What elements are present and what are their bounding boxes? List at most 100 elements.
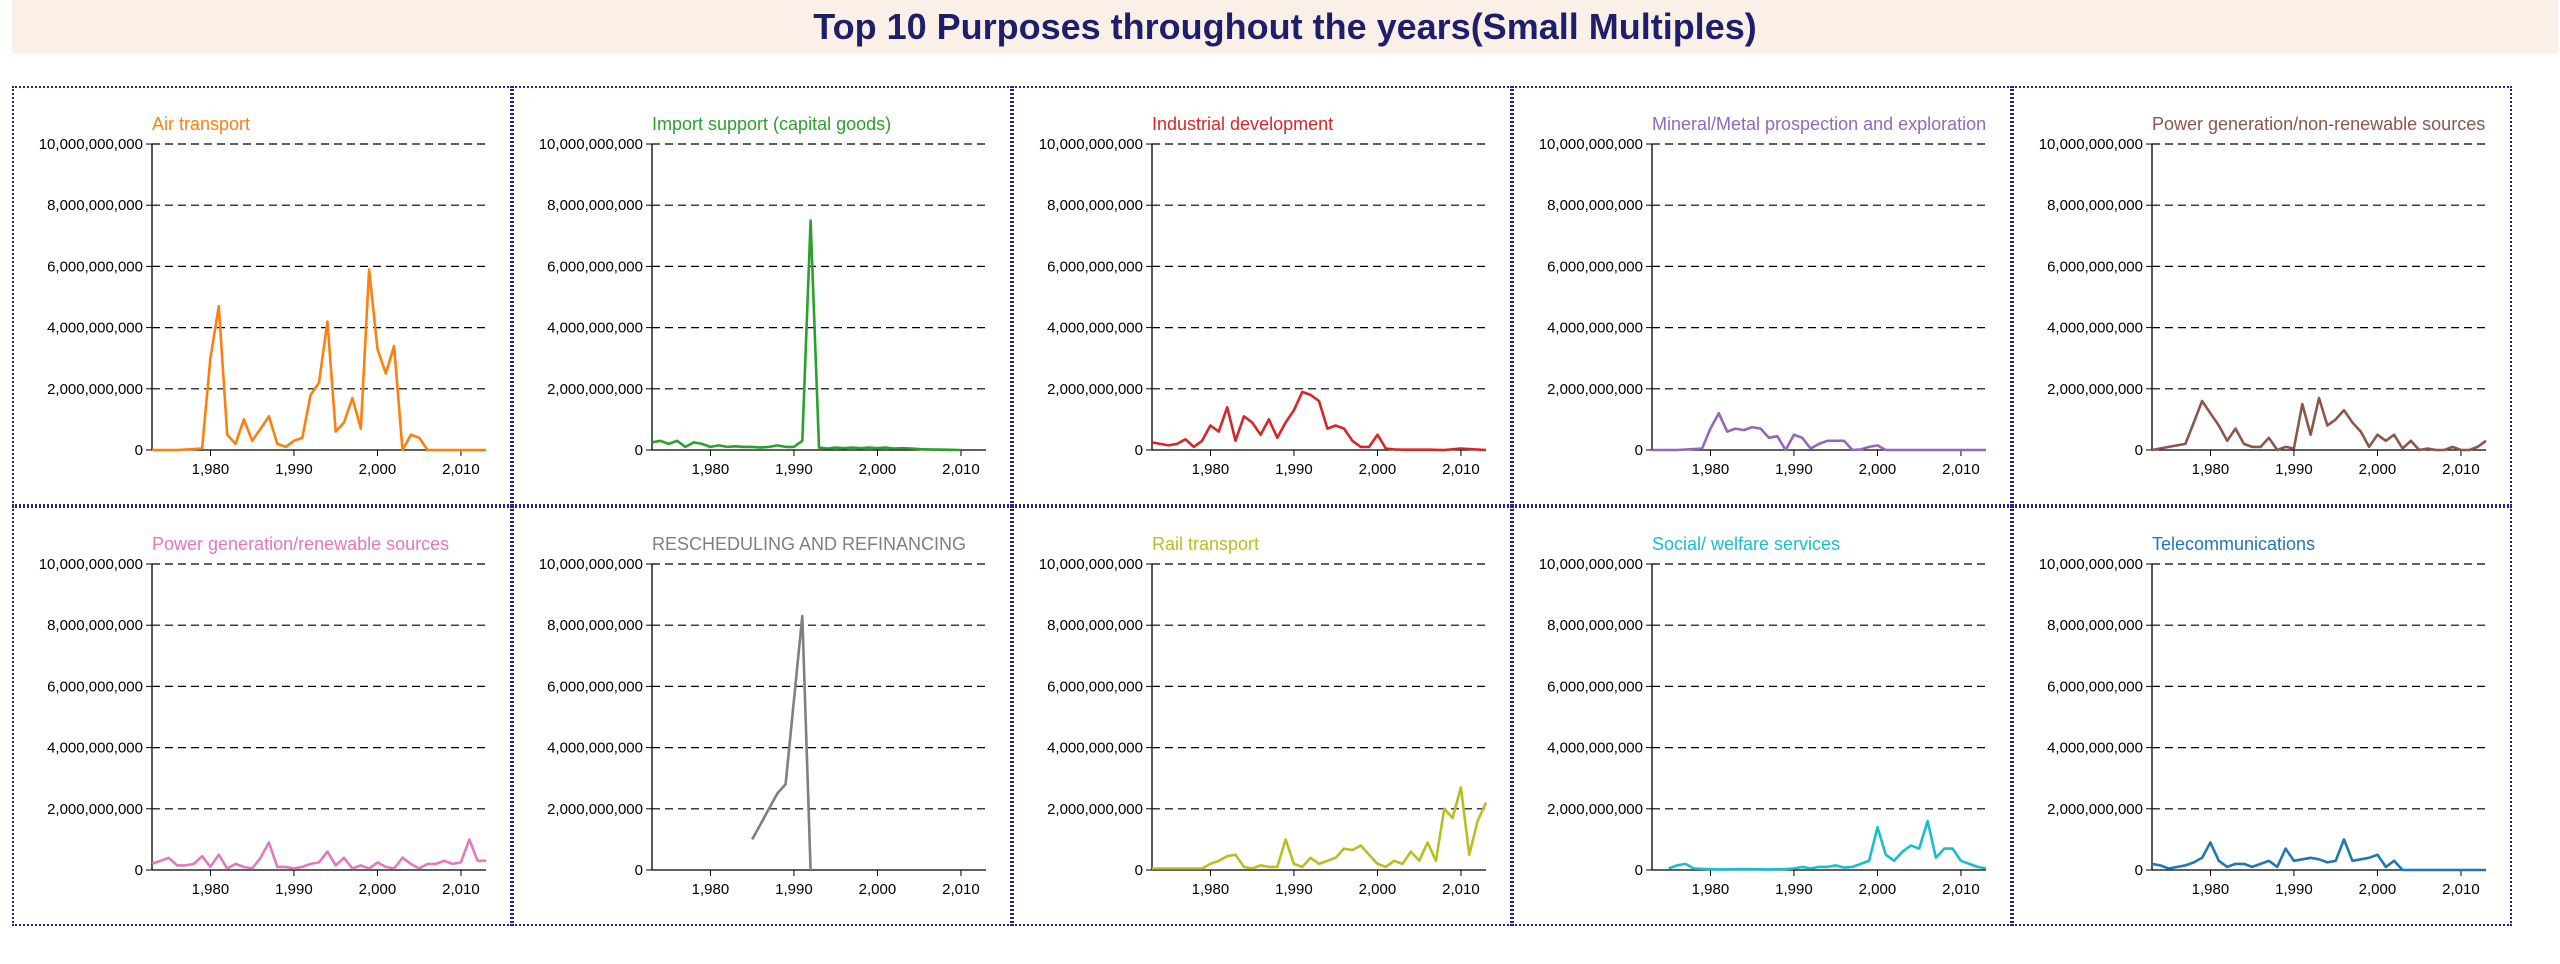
y-tick-label: 10,000,000,000 xyxy=(539,556,643,573)
x-tick-label: 1,990 xyxy=(1775,461,1813,478)
chart-svg: 0 2,000,000,000 4,000,000,000 6,000,000,000… xyxy=(39,114,486,478)
y-tick-label: 8,000,000,000 xyxy=(1047,197,1143,214)
y-tick-label: 8,000,000,000 xyxy=(47,197,143,214)
series-line xyxy=(1152,786,1488,870)
y-tick-label: 4,000,000,000 xyxy=(1047,740,1143,757)
y-tick-label: 0 xyxy=(2135,442,2143,459)
chart-panel: 0 2,000,000,000 4,000,000,000 6,000,000,000… xyxy=(1012,506,1512,926)
x-tick-label: 2,010 xyxy=(442,881,480,898)
x-tick-label: 1,980 xyxy=(192,461,230,478)
x-tick-label: 2,010 xyxy=(1442,461,1480,478)
y-tick-label: 0 xyxy=(135,442,143,459)
y-tick-label: 4,000,000,000 xyxy=(547,740,643,757)
panel-title: Telecommunications xyxy=(2152,534,2315,554)
y-tick-label: 4,000,000,000 xyxy=(2047,740,2143,757)
chart-svg: 0 2,000,000,000 4,000,000,000 6,000,000,000… xyxy=(2039,534,2486,898)
y-tick-label: 2,000,000,000 xyxy=(47,381,143,398)
y-tick-label: 2,000,000,000 xyxy=(1047,381,1143,398)
y-tick-label: 6,000,000,000 xyxy=(547,258,643,275)
y-tick-label: 2,000,000,000 xyxy=(547,381,643,398)
series-line xyxy=(1668,819,1987,871)
series-line xyxy=(1652,411,1986,452)
panel-title: Rail transport xyxy=(1152,534,1259,554)
y-tick-label: 10,000,000,000 xyxy=(1539,556,1643,573)
y-tick-label: 6,000,000,000 xyxy=(1547,258,1643,275)
x-tick-label: 2,010 xyxy=(442,461,480,478)
x-tick-label: 1,980 xyxy=(1192,461,1230,478)
y-tick-label: 10,000,000,000 xyxy=(2039,556,2143,573)
x-tick-label: 2,000 xyxy=(859,881,897,898)
series-line xyxy=(2151,396,2487,452)
y-tick-label: 10,000,000,000 xyxy=(1039,556,1143,573)
y-tick-label: 6,000,000,000 xyxy=(2047,678,2143,695)
x-tick-label: 1,990 xyxy=(275,461,313,478)
x-tick-label: 1,990 xyxy=(775,881,813,898)
y-tick-label: 6,000,000,000 xyxy=(47,678,143,695)
panel-title: Power generation/non-renewable sources xyxy=(2152,114,2485,134)
chart-svg: 0 2,000,000,000 4,000,000,000 6,000,000,000… xyxy=(2039,114,2487,478)
x-tick-label: 1,980 xyxy=(1692,881,1730,898)
y-tick-label: 2,000,000,000 xyxy=(47,801,143,818)
x-tick-label: 2,000 xyxy=(2359,881,2397,898)
chart-panel: 0 2,000,000,000 4,000,000,000 6,000,000,000… xyxy=(2012,86,2512,506)
x-tick-label: 1,980 xyxy=(692,461,730,478)
panel-title: Power generation/renewable sources xyxy=(152,534,449,554)
small-multiples-grid: 0 2,000,000,000 4,000,000,000 6,000,000,000… xyxy=(12,86,2512,926)
y-tick-label: 6,000,000,000 xyxy=(1547,678,1643,695)
x-tick-label: 1,990 xyxy=(1275,461,1313,478)
series-line xyxy=(651,219,961,452)
y-tick-label: 0 xyxy=(1635,442,1643,459)
x-tick-label: 1,990 xyxy=(2275,881,2313,898)
y-tick-label: 0 xyxy=(2135,862,2143,879)
chart-svg: 0 2,000,000,000 4,000,000,000 6,000,000,000… xyxy=(539,114,986,478)
y-tick-label: 0 xyxy=(135,862,143,879)
x-tick-label: 2,010 xyxy=(942,461,980,478)
x-tick-label: 2,000 xyxy=(359,881,397,898)
y-tick-label: 0 xyxy=(635,862,643,879)
x-tick-label: 2,010 xyxy=(2442,461,2480,478)
x-tick-label: 2,010 xyxy=(2442,881,2480,898)
y-tick-label: 10,000,000,000 xyxy=(539,136,643,153)
y-tick-label: 0 xyxy=(1135,862,1143,879)
x-tick-label: 2,000 xyxy=(859,461,897,478)
y-tick-label: 4,000,000,000 xyxy=(1547,320,1643,337)
title-bar: Top 10 Purposes throughout the years(Sma… xyxy=(12,0,2558,54)
x-tick-label: 2,000 xyxy=(359,461,397,478)
y-tick-label: 4,000,000,000 xyxy=(2047,320,2143,337)
y-tick-label: 6,000,000,000 xyxy=(1047,678,1143,695)
y-tick-label: 8,000,000,000 xyxy=(1047,617,1143,634)
series-line xyxy=(2151,838,2486,872)
x-tick-label: 2,000 xyxy=(2359,461,2397,478)
y-tick-label: 2,000,000,000 xyxy=(1047,801,1143,818)
y-tick-label: 0 xyxy=(635,442,643,459)
y-tick-label: 8,000,000,000 xyxy=(1547,197,1643,214)
y-tick-label: 10,000,000,000 xyxy=(1039,136,1143,153)
series-line xyxy=(1151,390,1487,452)
x-tick-label: 1,990 xyxy=(2275,461,2313,478)
x-tick-label: 1,980 xyxy=(2192,881,2230,898)
chart-svg: 0 2,000,000,000 4,000,000,000 6,000,000,000… xyxy=(1039,114,1487,478)
panel-title: Air transport xyxy=(152,114,250,134)
panel-title: Industrial development xyxy=(1152,114,1333,134)
y-tick-label: 8,000,000,000 xyxy=(547,197,643,214)
y-tick-label: 4,000,000,000 xyxy=(1547,740,1643,757)
chart-panel: 0 2,000,000,000 4,000,000,000 6,000,000,000… xyxy=(12,506,512,926)
chart-svg: 0 2,000,000,000 4,000,000,000 6,000,000,000… xyxy=(1039,534,1488,898)
y-tick-label: 0 xyxy=(1135,442,1143,459)
y-tick-label: 8,000,000,000 xyxy=(2047,197,2143,214)
y-tick-label: 2,000,000,000 xyxy=(1547,381,1643,398)
chart-svg: 0 2,000,000,000 4,000,000,000 6,000,000,000… xyxy=(39,534,486,898)
chart-panel: 0 2,000,000,000 4,000,000,000 6,000,000,000… xyxy=(1512,86,2012,506)
y-tick-label: 10,000,000,000 xyxy=(1539,136,1643,153)
chart-svg: 0 2,000,000,000 4,000,000,000 6,000,000,000… xyxy=(539,534,986,898)
chart-panel: 0 2,000,000,000 4,000,000,000 6,000,000,000… xyxy=(512,506,1012,926)
chart-panel: 0 2,000,000,000 4,000,000,000 6,000,000,000… xyxy=(512,86,1012,506)
y-tick-label: 4,000,000,000 xyxy=(1047,320,1143,337)
x-tick-label: 1,990 xyxy=(1775,881,1813,898)
chart-svg: 0 2,000,000,000 4,000,000,000 6,000,000,000… xyxy=(1539,114,1986,478)
x-tick-label: 2,000 xyxy=(1359,881,1397,898)
y-tick-label: 4,000,000,000 xyxy=(47,320,143,337)
x-tick-label: 2,000 xyxy=(1359,461,1397,478)
chart-panel: 0 2,000,000,000 4,000,000,000 6,000,000,000… xyxy=(12,86,512,506)
panel-title: RESCHEDULING AND REFINANCING xyxy=(652,534,966,554)
